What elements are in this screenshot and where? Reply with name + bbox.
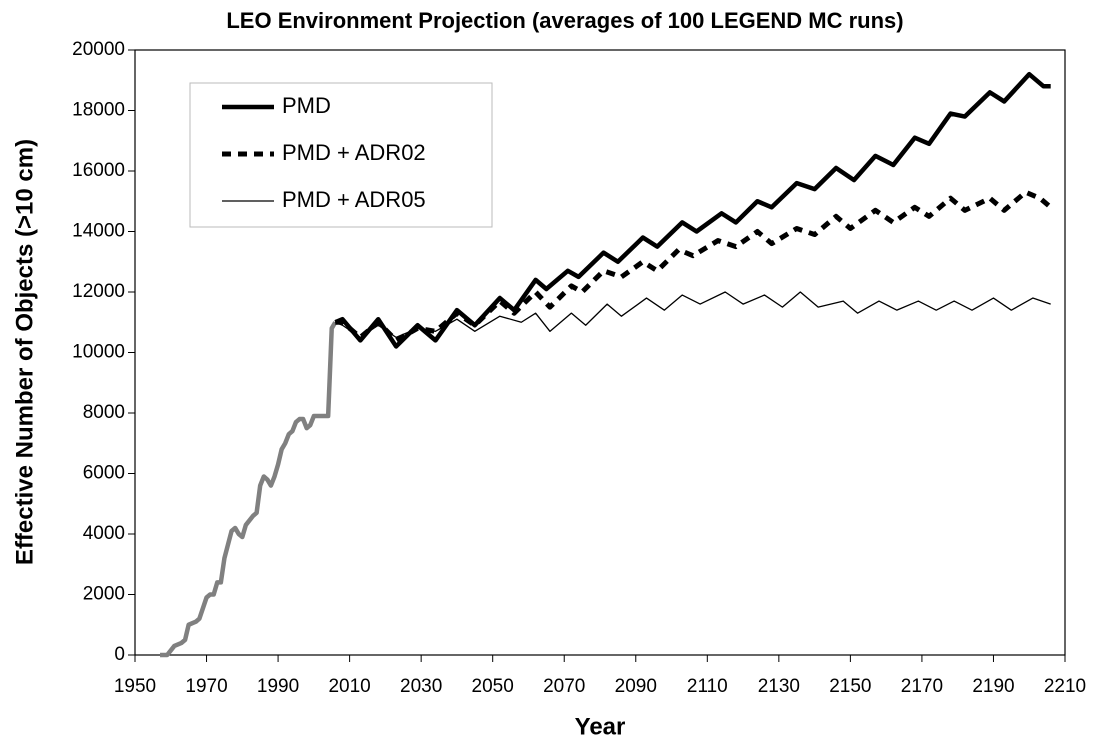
series-line (335, 189, 1053, 343)
y-tick-label: 6000 (83, 463, 125, 484)
x-tick-label: 1970 (185, 676, 227, 697)
x-tick-label: 2150 (829, 676, 871, 697)
x-tick-label: 1950 (114, 676, 156, 697)
y-tick-label: 10000 (72, 342, 125, 363)
x-tick-label: 2170 (901, 676, 943, 697)
y-tick-label: 0 (114, 644, 125, 665)
x-tick-label: 1990 (257, 676, 299, 697)
series-line (160, 321, 338, 658)
y-tick-label: 8000 (83, 402, 125, 423)
y-tick-label: 2000 (83, 584, 125, 605)
y-tick-label: 14000 (72, 221, 125, 242)
legend-label: PMD + ADR02 (282, 140, 426, 165)
x-tick-label: 2090 (615, 676, 657, 697)
chart-title: LEO Environment Projection (averages of … (226, 8, 903, 33)
x-axis-label: Year (575, 713, 626, 740)
y-tick-label: 12000 (72, 281, 125, 302)
x-tick-label: 2130 (758, 676, 800, 697)
x-tick-label: 2190 (972, 676, 1014, 697)
y-tick-label: 16000 (72, 160, 125, 181)
x-tick-label: 2050 (472, 676, 514, 697)
legend-label: PMD (282, 93, 331, 118)
legend: PMD PMD + ADR02 PMD + ADR05 (189, 82, 493, 228)
legend-label: PMD + ADR05 (282, 187, 426, 212)
x-tick-label: 2070 (543, 676, 585, 697)
x-tick-label: 2030 (400, 676, 442, 697)
x-tick-label: 2210 (1044, 676, 1086, 697)
x-tick-label: 2010 (328, 676, 370, 697)
y-tick-label: 4000 (83, 523, 125, 544)
y-tick-label: 18000 (72, 100, 125, 121)
x-tick-label: 2110 (687, 676, 728, 697)
series-line (335, 291, 1051, 339)
y-axis-label: Effective Number of Objects (>10 cm) (11, 139, 38, 565)
y-tick-label: 20000 (72, 39, 125, 60)
